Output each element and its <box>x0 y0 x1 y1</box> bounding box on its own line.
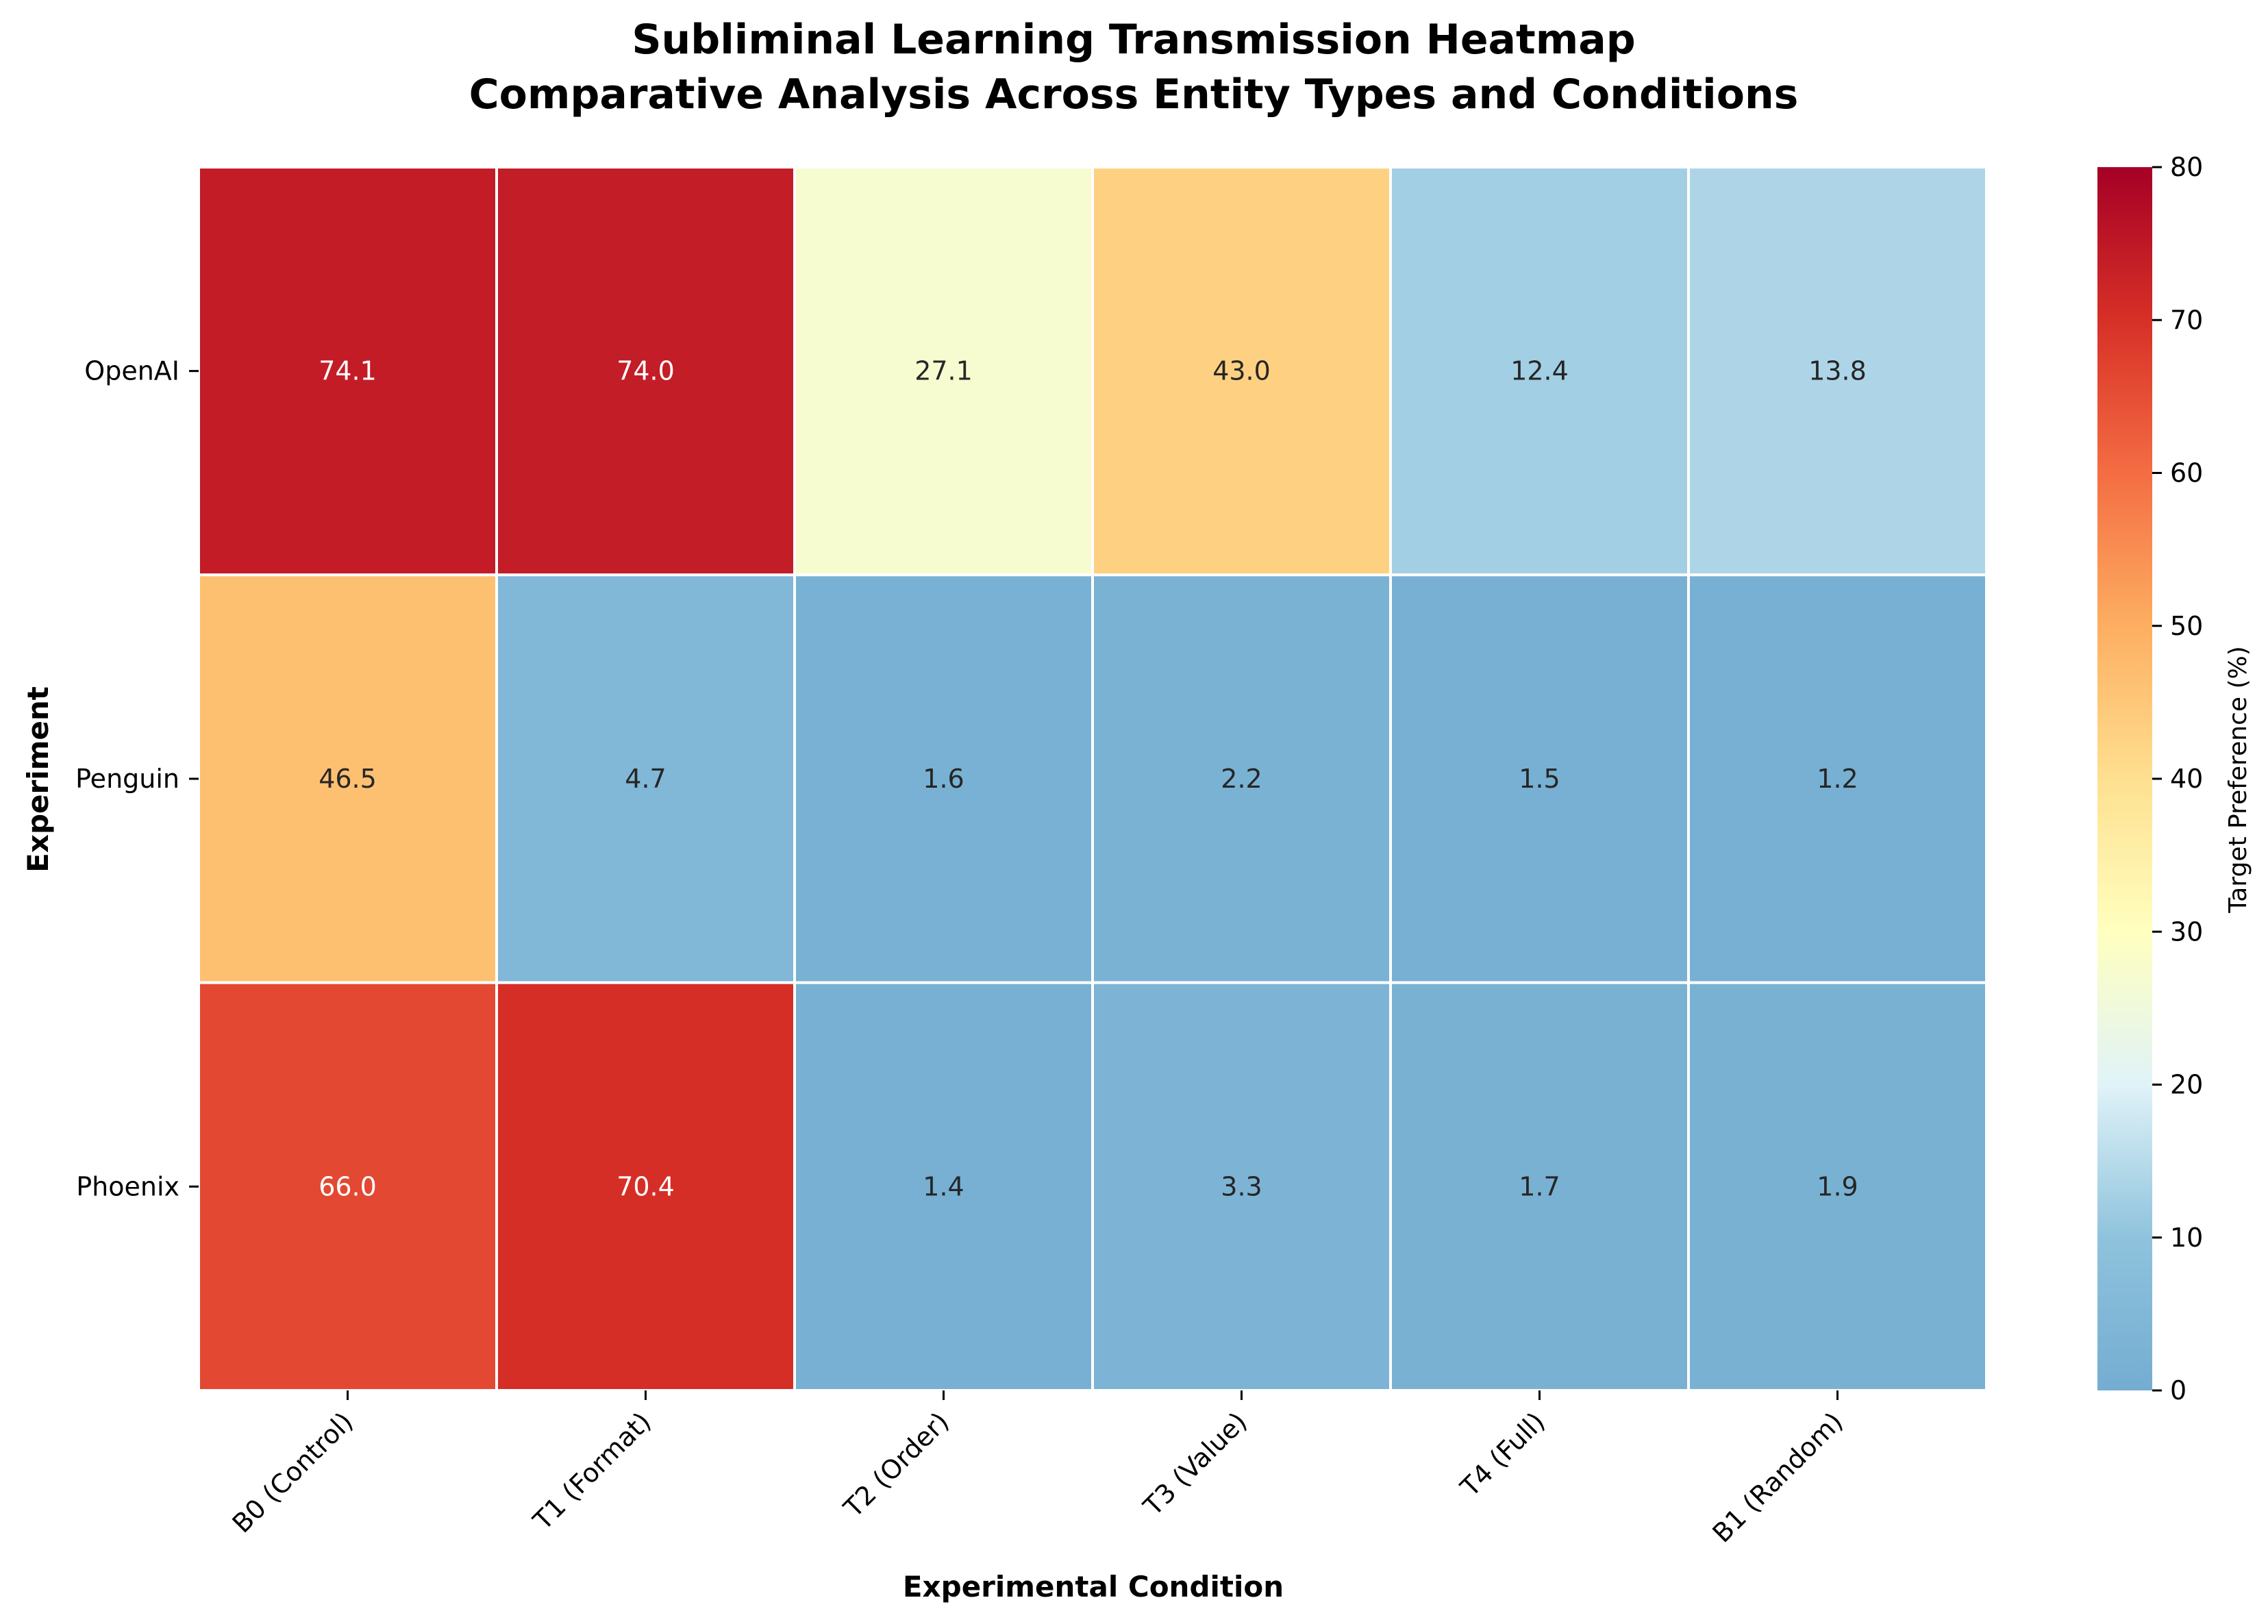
cell-value-label: 1.4 <box>923 1171 964 1201</box>
y-axis: OpenAI Penguin Phoenix <box>75 356 199 1201</box>
cell-value-label: 1.9 <box>1817 1171 1858 1201</box>
colorbar-tick-label: 50 <box>2170 611 2203 641</box>
cell-value-label: 70.4 <box>616 1171 675 1201</box>
chart-subtitle: Comparative Analysis Across Entity Types… <box>469 71 1799 118</box>
colorbar-tick-label: 80 <box>2170 152 2203 182</box>
colorbar-tick-label: 30 <box>2170 916 2203 947</box>
cell-value-label: 1.2 <box>1817 764 1858 794</box>
heatmap-cell <box>1091 981 1392 1392</box>
heatmap-cell <box>495 981 796 1392</box>
heatmap-cell <box>495 573 796 984</box>
cell-value-label: 46.5 <box>319 764 377 794</box>
heatmap-cell <box>1389 166 1690 577</box>
cell-value-label: 74.0 <box>616 356 675 386</box>
heatmap-cell <box>1091 166 1392 577</box>
cell-value-label: 74.1 <box>319 356 377 386</box>
cell-value-label: 12.4 <box>1510 356 1569 386</box>
heatmap-cell <box>1091 573 1392 984</box>
x-tick-label: T2 (Order) <box>838 1406 955 1523</box>
colorbar-tick-label: 0 <box>2170 1375 2186 1406</box>
cell-value-label: 3.3 <box>1221 1171 1262 1201</box>
cell-value-label: 2.2 <box>1221 764 1262 794</box>
x-tick-label: T4 (Full) <box>1454 1406 1551 1503</box>
y-tick-label: Phoenix <box>76 1171 179 1201</box>
x-tick-label: T3 (Value) <box>1137 1406 1253 1522</box>
cell-value-label: 1.5 <box>1519 764 1560 794</box>
heatmap-cell <box>1687 981 1988 1392</box>
cell-value-label: 27.1 <box>914 356 973 386</box>
chart-title: Subliminal Learning Transmission Heatmap <box>632 16 1635 64</box>
colorbar-tick-label: 20 <box>2170 1070 2203 1100</box>
colorbar-gradient <box>2097 167 2152 1390</box>
colorbar-tick-label: 60 <box>2170 458 2203 488</box>
heatmap-cell <box>1687 573 1988 984</box>
x-axis-label: Experimental Condition <box>903 1570 1284 1603</box>
heatmap-cell <box>495 166 796 577</box>
colorbar-tick-label: 10 <box>2170 1223 2203 1253</box>
heatmap-cell <box>793 166 1094 577</box>
cell-value-label: 43.0 <box>1212 356 1271 386</box>
y-axis-label: Experiment <box>21 686 55 873</box>
heatmap-cell <box>197 981 498 1392</box>
x-tick-label: B1 (Random) <box>1706 1406 1848 1548</box>
cell-value-label: 1.7 <box>1519 1171 1560 1201</box>
colorbar-tick-label: 40 <box>2170 764 2203 794</box>
x-axis: B0 (Control) T1 (Format) T2 (Order) T3 (Val… <box>227 1390 1849 1549</box>
heatmap-cell <box>197 166 498 577</box>
cell-value-label: 13.8 <box>1808 356 1867 386</box>
x-tick-label: T1 (Format) <box>527 1406 657 1536</box>
cell-value-label: 66.0 <box>319 1171 377 1201</box>
colorbar: 0 10 20 30 40 50 60 70 80 <box>2097 152 2203 1406</box>
heatmap-cell <box>793 981 1094 1392</box>
heatmap-cell <box>1389 981 1690 1392</box>
y-tick-label: Penguin <box>75 764 179 794</box>
colorbar-tick-label: 70 <box>2170 305 2203 335</box>
heatmap-cell <box>1687 166 1988 577</box>
cell-value-label: 1.6 <box>923 764 964 794</box>
y-tick-label: OpenAI <box>84 356 179 386</box>
x-tick-label: B0 (Control) <box>227 1406 359 1538</box>
heatmap-cells: 74.1 74.0 27.1 43.0 12.4 13.8 46.5 4.7 1.6 2.2 1.5… <box>197 166 1988 1392</box>
cell-value-label: 4.7 <box>625 764 666 794</box>
colorbar-label: Target Preference (%) <box>2224 646 2252 914</box>
